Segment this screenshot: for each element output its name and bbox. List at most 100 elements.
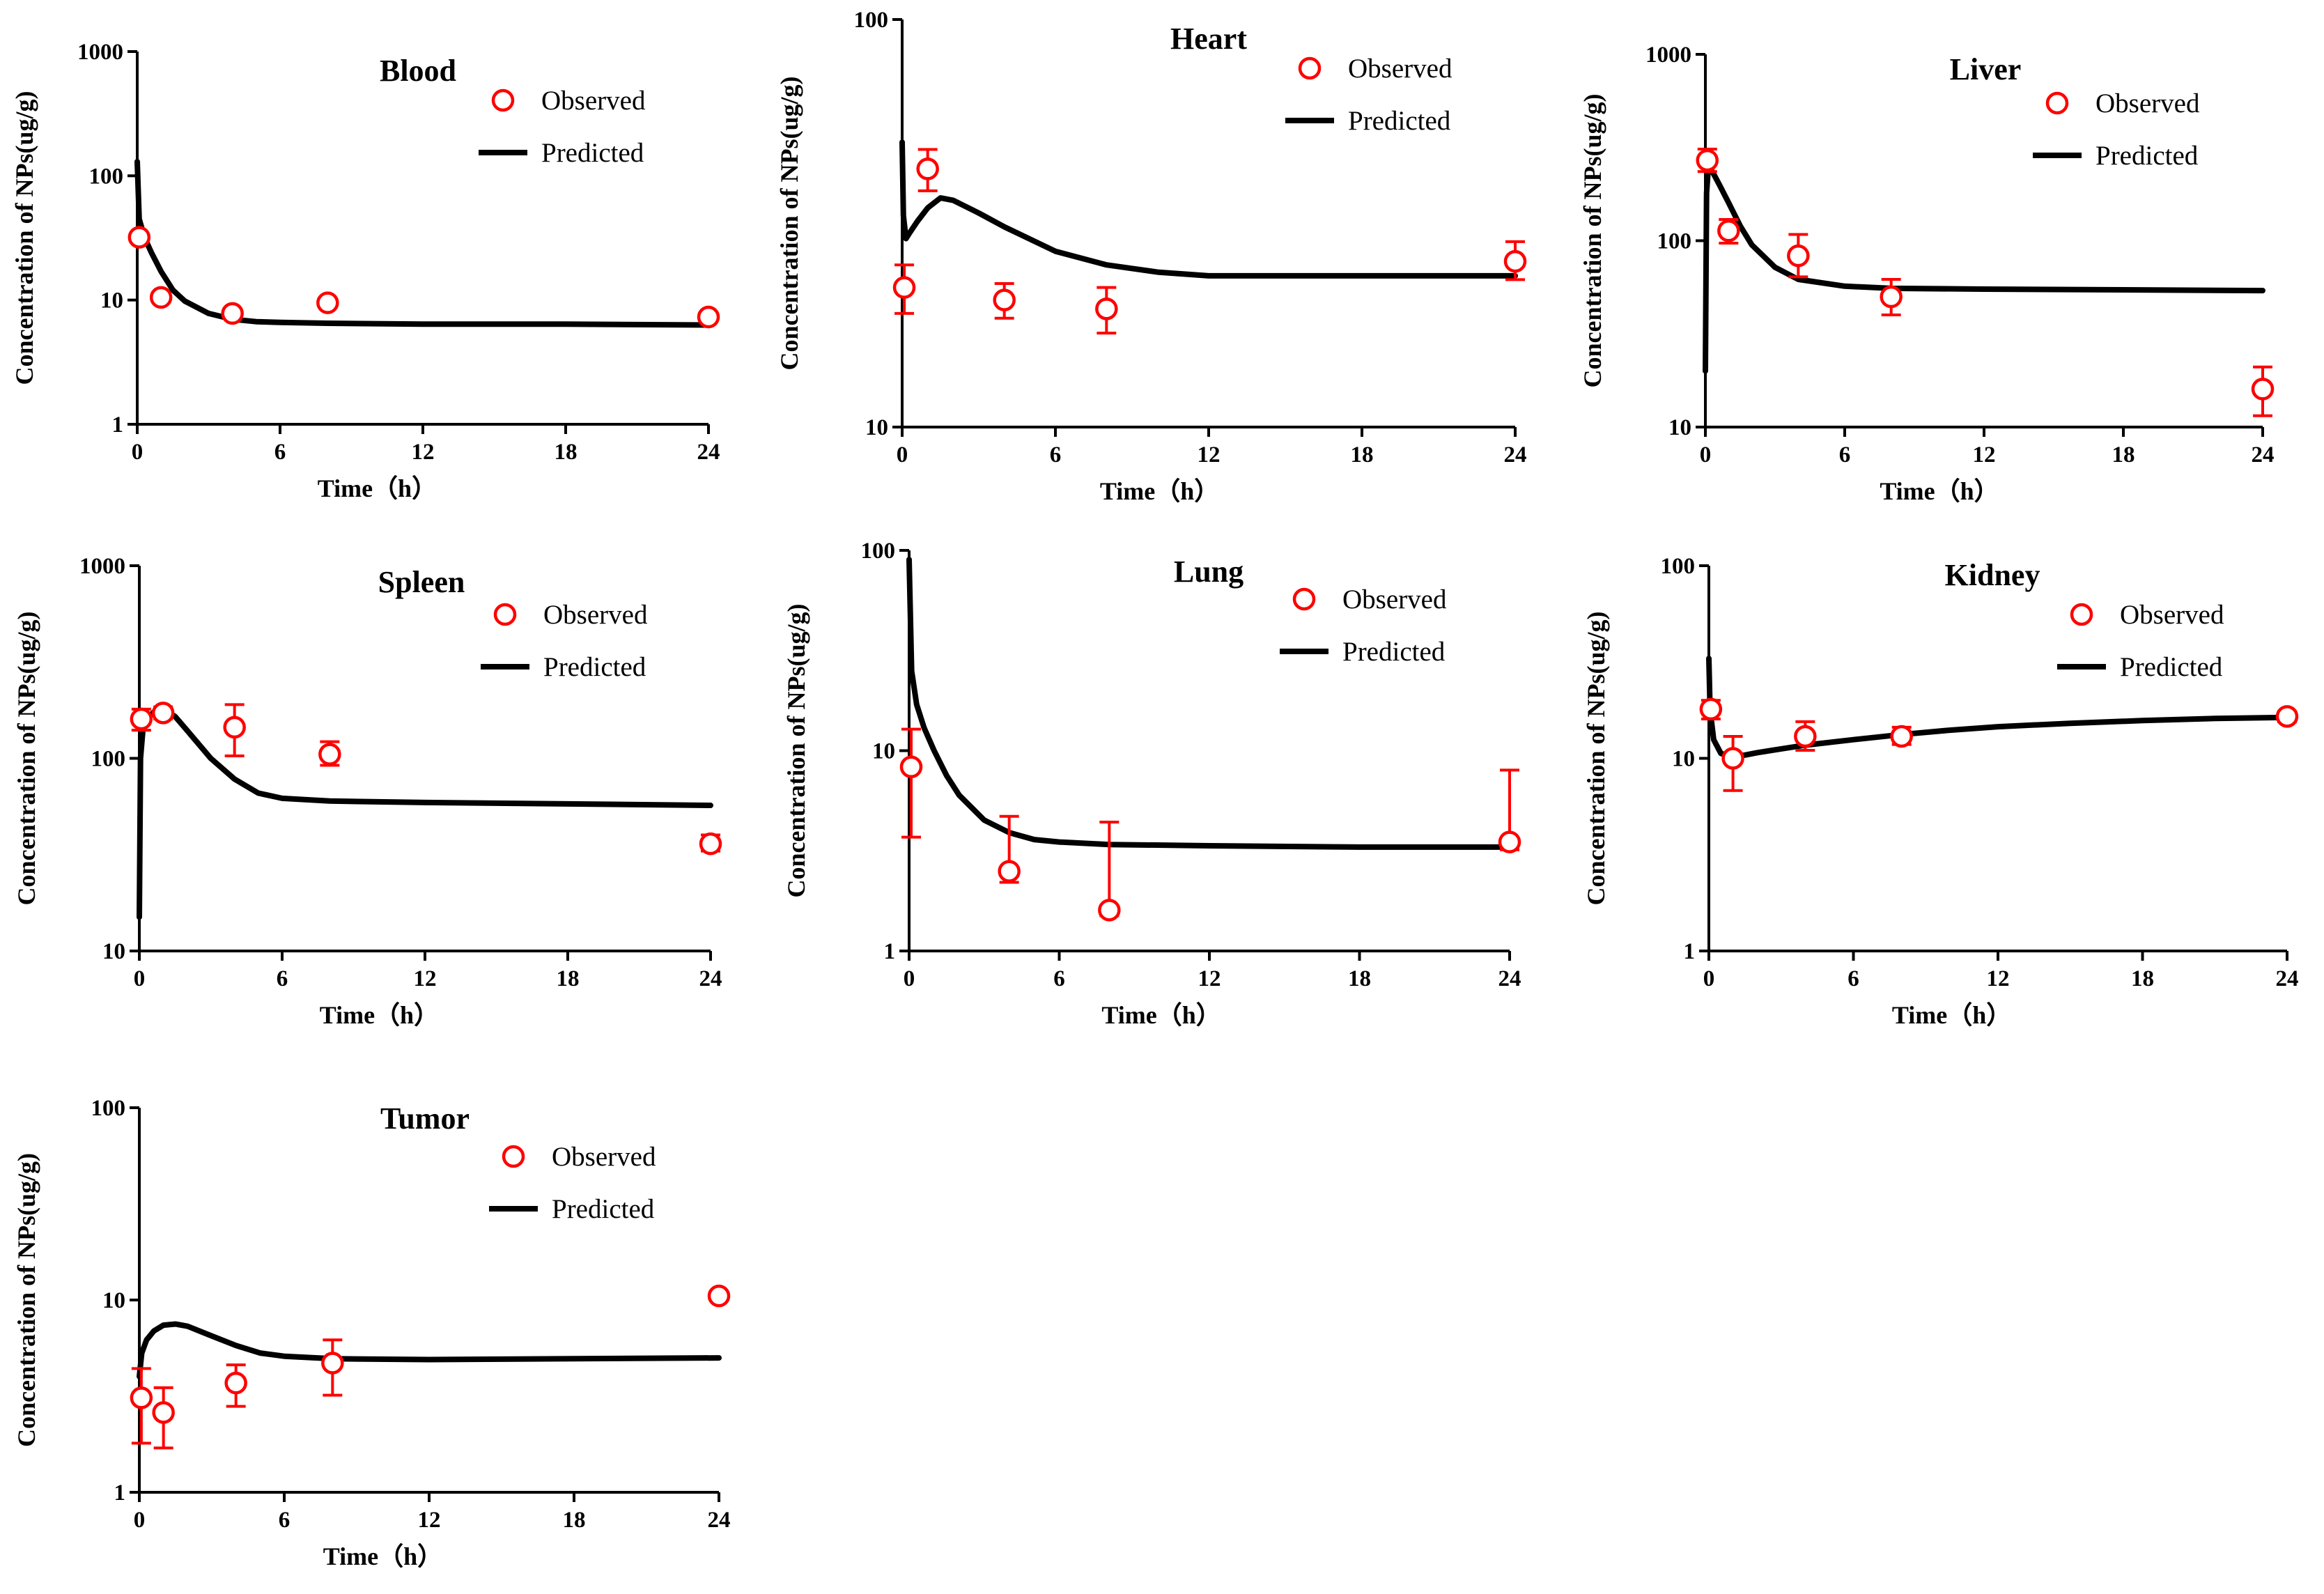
y-tick-label: 100: [861, 539, 896, 564]
observed-point: [1098, 899, 1121, 922]
observed-point: [699, 832, 722, 856]
panel-title: Heart: [1170, 22, 1247, 56]
y-tick-label: 10: [100, 288, 123, 314]
legend-predicted-label: Predicted: [1348, 106, 1451, 136]
y-tick-label: 100: [89, 164, 124, 189]
legend-observed-label: Observed: [1342, 585, 1447, 614]
observed-point: [151, 702, 175, 725]
observed-point: [916, 157, 939, 180]
x-tick-label: 12: [1973, 442, 1996, 467]
y-tick-label: 100: [1657, 229, 1692, 254]
panel-title: Blood: [380, 54, 456, 88]
panel-title: Tumor: [380, 1101, 470, 1136]
y-tick-label: 100: [91, 1096, 126, 1121]
y-tick-label: 10: [872, 739, 895, 764]
y-tick-label: 1: [112, 412, 124, 438]
y-tick-label: 10: [102, 939, 125, 964]
observed-point: [892, 276, 916, 299]
observed-point: [321, 1352, 344, 1375]
observed-point: [993, 288, 1016, 311]
y-tick-label: 1: [1684, 939, 1696, 964]
panel-spleen: 10 100 1000 0 6 12 18 24 Time（h） Concentration of…: [13, 554, 722, 1029]
observed-point: [149, 286, 173, 309]
x-tick-label: 6: [279, 1508, 290, 1533]
observed-point: [223, 715, 246, 739]
observed-point: [998, 860, 1021, 883]
observed-point: [707, 1284, 731, 1308]
predicted-line: [906, 557, 1512, 850]
x-axis-title: Time（h）: [1101, 1001, 1221, 1029]
y-axis-title: Concentration of NPs(ug/g): [782, 604, 810, 898]
y-axis-title: Concentration of NPs(ug/g): [1579, 94, 1606, 388]
panel-heart: 10 100 0 6 12 18 24 Time（h） Concentration of NPs…: [775, 8, 1527, 505]
x-tick-label: 6: [1053, 966, 1065, 991]
panel-liver: 10 100 1000 0 6 12 18 24 Time（h） Concentration of…: [1579, 42, 2275, 505]
legend-observed-label: Observed: [541, 86, 646, 116]
x-tick-label: 0: [1703, 966, 1715, 991]
observed-point: [1498, 830, 1521, 853]
observed-point: [1794, 725, 1817, 748]
legend-observed-label: Observed: [2120, 600, 2224, 630]
observed-point: [697, 305, 720, 329]
y-tick-label: 10: [865, 415, 888, 440]
x-axis-title: Time（h）: [1100, 477, 1219, 505]
x-tick-label: 12: [414, 966, 437, 991]
y-tick-label: 1000: [77, 40, 123, 65]
predicted-line: [137, 1321, 722, 1379]
y-tick-label: 1: [884, 939, 896, 964]
x-tick-label: 24: [1498, 966, 1521, 991]
observed-point: [1721, 747, 1744, 770]
predicted-line: [1703, 167, 2265, 374]
legend-observed-label: Observed: [543, 600, 648, 630]
x-tick-label: 6: [274, 440, 286, 465]
x-tick-label: 18: [563, 1508, 586, 1533]
observed-point: [127, 226, 151, 249]
y-tick-label: 10: [1668, 415, 1691, 440]
x-tick-label: 6: [277, 966, 288, 991]
observed-point: [318, 743, 341, 766]
legend-observed-marker: [502, 1145, 525, 1168]
observed-point: [1095, 297, 1118, 320]
x-tick-label: 18: [2131, 966, 2154, 991]
x-tick-label: 0: [134, 966, 146, 991]
x-tick-label: 12: [412, 440, 435, 465]
panel-title: Lung: [1174, 555, 1244, 589]
x-tick-label: 12: [418, 1508, 441, 1533]
x-tick-label: 6: [1839, 442, 1851, 467]
panel-title: Liver: [1950, 52, 2022, 86]
x-tick-label: 0: [132, 440, 144, 465]
x-tick-label: 18: [557, 966, 580, 991]
observed-point: [316, 291, 339, 314]
x-tick-label: 6: [1847, 966, 1859, 991]
legend-observed-marker: [2070, 603, 2093, 626]
observed-point: [1787, 244, 1810, 268]
x-tick-label: 24: [697, 440, 720, 465]
x-tick-label: 24: [1504, 442, 1527, 467]
panel-tumor: 1 10 100 0 6 12 18 24 Time（h） Concentration of NP…: [13, 1096, 731, 1570]
legend-observed-label: Observed: [2096, 88, 2200, 118]
y-tick-label: 100: [854, 8, 889, 33]
y-tick-label: 100: [1661, 554, 1696, 579]
legend-predicted-label: Predicted: [1342, 637, 1446, 667]
legend-predicted-label: Predicted: [2120, 652, 2223, 682]
legend-observed-marker: [1298, 56, 1322, 80]
x-tick-label: 18: [555, 440, 578, 465]
legend-observed-marker: [493, 603, 517, 626]
x-axis-title: Time（h）: [320, 1001, 439, 1029]
x-tick-label: 12: [1987, 966, 2010, 991]
x-tick-label: 24: [708, 1508, 731, 1533]
x-tick-label: 24: [2276, 966, 2299, 991]
x-tick-label: 18: [1351, 442, 1374, 467]
panel-title: Spleen: [378, 565, 465, 599]
observed-point: [1699, 697, 1723, 721]
x-tick-label: 18: [2112, 442, 2135, 467]
x-tick-label: 0: [1700, 442, 1712, 467]
y-axis-title: Concentration of NPs(ug/g): [1582, 612, 1610, 906]
x-axis-title: Time（h）: [323, 1542, 442, 1570]
x-tick-label: 0: [897, 442, 908, 467]
x-tick-label: 6: [1050, 442, 1062, 467]
y-axis-title: Concentration of NPs(ug/g): [775, 77, 803, 371]
legend-predicted-label: Predicted: [543, 652, 646, 682]
x-tick-label: 0: [904, 966, 915, 991]
